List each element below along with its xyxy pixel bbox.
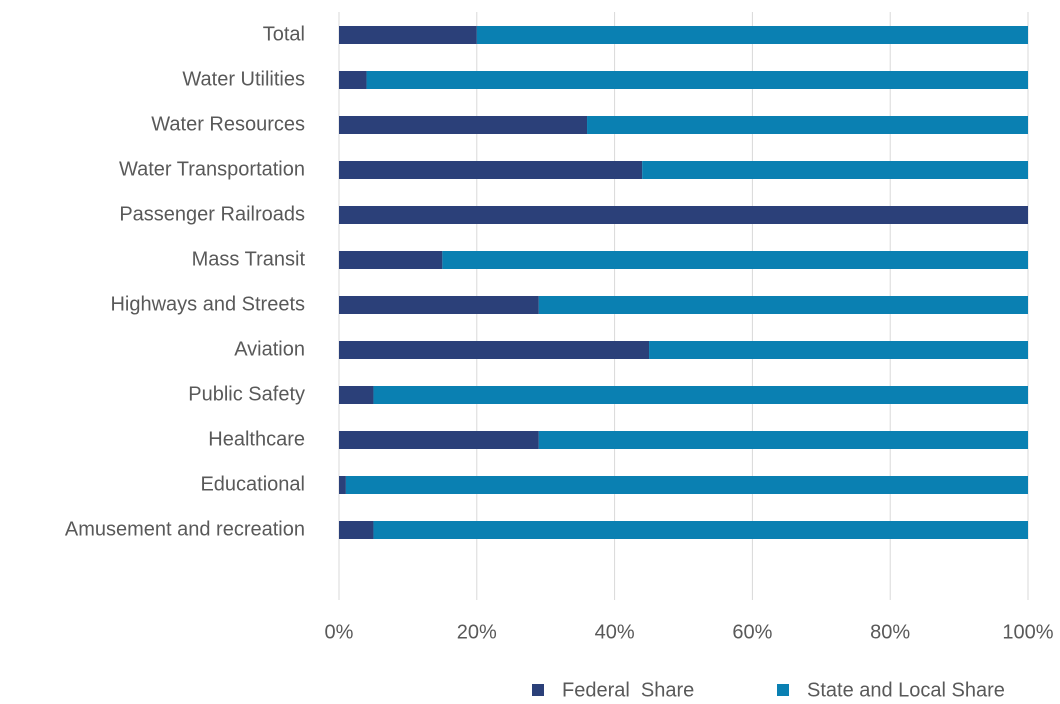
bar-segment [339, 341, 650, 359]
x-tick-label: 0% [325, 621, 354, 643]
legend-swatch [532, 684, 544, 696]
bar-segment [339, 476, 346, 494]
bar-segment [339, 26, 477, 44]
bar-segment [373, 521, 1028, 539]
y-tick-label: Water Resources [151, 113, 305, 135]
y-tick-label: Water Transportation [119, 158, 305, 180]
y-tick-label: Water Utilities [182, 68, 305, 90]
y-tick-label: Educational [200, 473, 305, 495]
x-tick-label: 60% [732, 621, 772, 643]
bar-segment [339, 431, 539, 449]
y-tick-label: Passenger Railroads [119, 203, 305, 225]
bar-segment [373, 386, 1028, 404]
y-tick-label: Total [263, 23, 305, 45]
bar-segment [339, 206, 1028, 224]
y-tick-label: Amusement and recreation [65, 518, 305, 540]
bar-segment [339, 386, 374, 404]
bar-segment [587, 116, 1028, 134]
legend-label: Federal Share [562, 679, 694, 701]
y-tick-label: Highways and Streets [110, 293, 305, 315]
y-tick-label: Aviation [234, 338, 305, 360]
x-tick-label: 20% [457, 621, 497, 643]
bar-segment [339, 296, 539, 314]
bar-segment [649, 341, 1028, 359]
bar-segment [339, 251, 443, 269]
x-tick-label: 80% [870, 621, 910, 643]
bar-segment [339, 521, 374, 539]
bar-segment [345, 476, 1028, 494]
bar-segment [538, 296, 1028, 314]
bar-segment [339, 71, 367, 89]
legend-label: State and Local Share [807, 679, 1005, 701]
bar-segment [538, 431, 1028, 449]
y-tick-label: Public Safety [188, 383, 305, 405]
bar-segment [442, 251, 1029, 269]
legend-swatch [777, 684, 789, 696]
bar-segment [366, 71, 1028, 89]
y-tick-label: Healthcare [208, 428, 305, 450]
x-tick-label: 100% [1002, 621, 1053, 643]
y-tick-label: Mass Transit [192, 248, 306, 270]
bar-segment [476, 26, 1028, 44]
bar-segment [339, 161, 643, 179]
bar-segment [339, 116, 588, 134]
bar-segment [642, 161, 1028, 179]
x-tick-label: 40% [595, 621, 635, 643]
